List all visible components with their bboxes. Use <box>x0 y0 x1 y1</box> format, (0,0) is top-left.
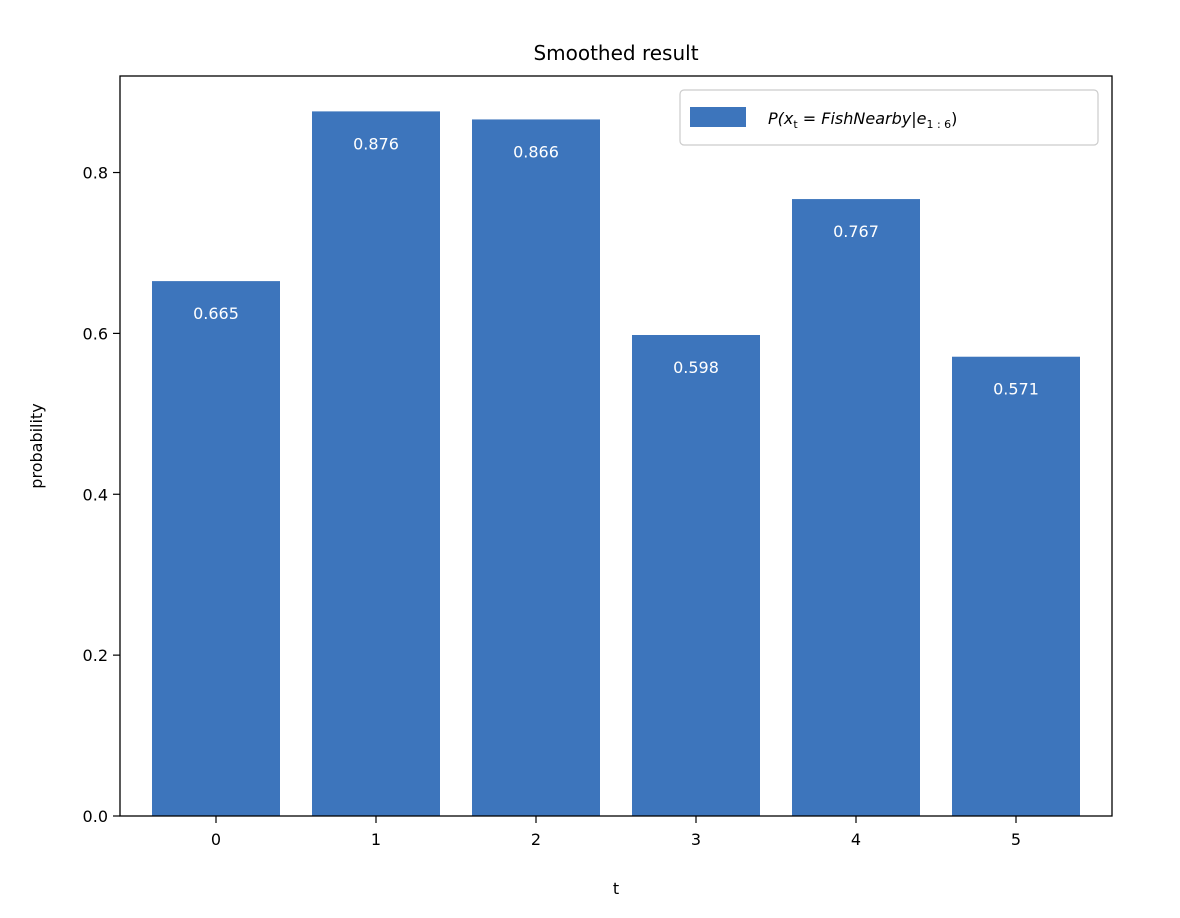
y-tick-label: 0.2 <box>83 646 108 665</box>
y-axis-label: probability <box>27 403 46 488</box>
legend-entry-label: P(xt = FishNearby|e1 : 6) <box>768 109 957 131</box>
x-axis-label: t <box>613 879 619 898</box>
data-label-0: 0.665 <box>193 304 239 323</box>
bar-3 <box>632 335 760 816</box>
data-label-3: 0.598 <box>673 358 719 377</box>
y-tick-label: 0.6 <box>83 324 108 343</box>
y-axis: 0.0 0.2 0.4 0.6 0.8 <box>83 164 120 826</box>
data-label-1: 0.876 <box>353 134 399 153</box>
x-tick-label: 3 <box>691 830 701 849</box>
y-tick-label: 0.4 <box>83 485 108 504</box>
y-tick-label: 0.0 <box>83 807 108 826</box>
bar-2 <box>472 119 600 816</box>
data-label-5: 0.571 <box>993 380 1039 399</box>
data-label-2: 0.866 <box>513 142 559 161</box>
bar-4 <box>792 199 920 817</box>
bars-group <box>152 111 1080 817</box>
x-tick-label: 0 <box>211 830 221 849</box>
plot-frame <box>119 75 1113 817</box>
legend-box <box>679 89 1099 146</box>
x-tick-label: 1 <box>371 830 381 849</box>
data-labels-group: 0.665 0.876 0.866 0.598 0.767 0.571 <box>193 134 1039 398</box>
y-tick-label: 0.8 <box>83 164 108 183</box>
x-axis: 0 1 2 3 4 5 <box>211 816 1021 849</box>
legend-swatch <box>690 107 746 127</box>
data-label-4: 0.767 <box>833 222 879 241</box>
bar-0 <box>152 281 280 816</box>
chart-title: Smoothed result <box>533 41 698 65</box>
x-tick-label: 4 <box>851 830 861 849</box>
legend: P(xt = FishNearby|e1 : 6) <box>679 89 1099 146</box>
x-tick-label: 2 <box>531 830 541 849</box>
x-tick-label: 5 <box>1011 830 1021 849</box>
bar-1 <box>312 111 440 817</box>
bar-5 <box>952 356 1080 816</box>
